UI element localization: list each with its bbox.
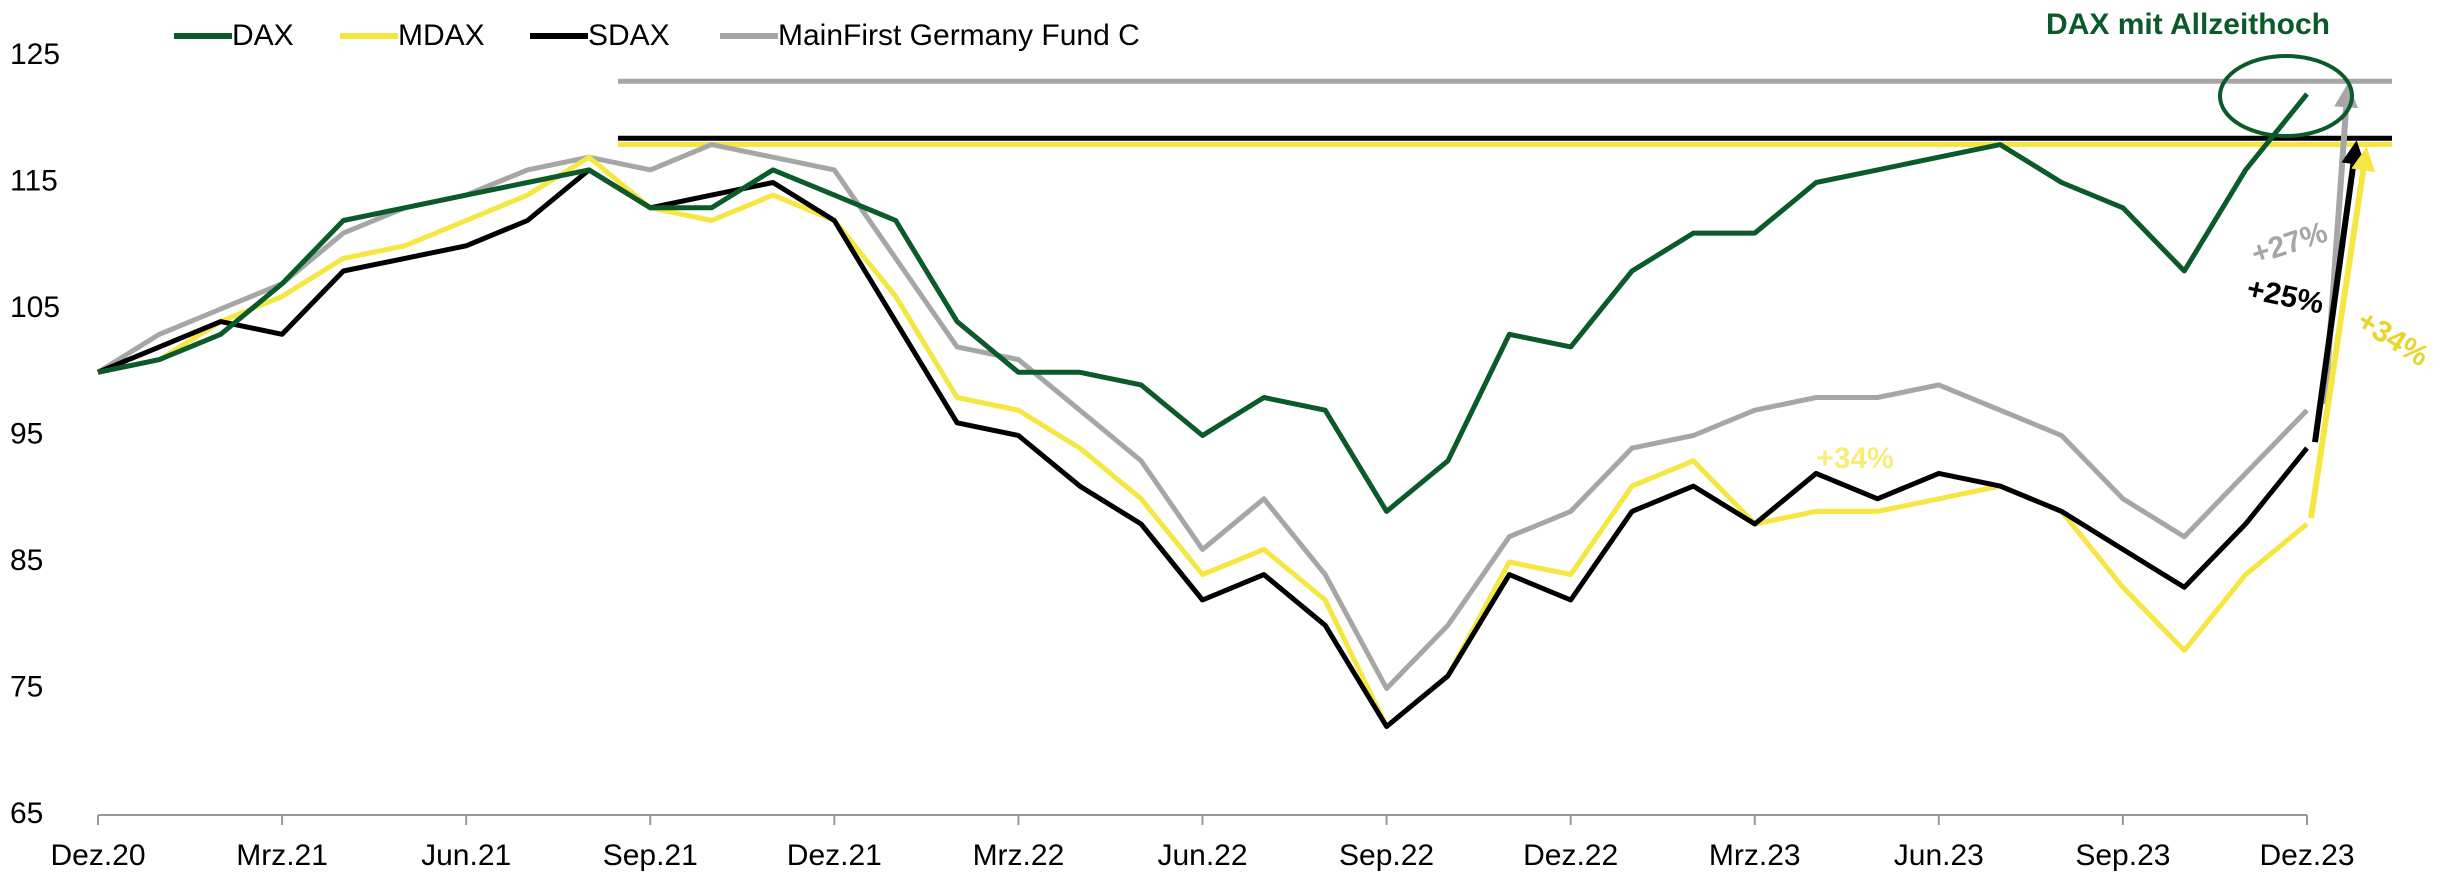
legend-label: SDAX <box>588 19 670 52</box>
x-tick-label: Mrz.23 <box>1709 839 1801 872</box>
y-tick-label: 115 <box>10 164 58 197</box>
x-tick-label: Sep.23 <box>2075 839 2170 872</box>
annotation: +34% <box>1816 442 1894 475</box>
series-line <box>97 167 2309 729</box>
x-tick-label: Dez.22 <box>1523 839 1618 872</box>
y-tick-label: 75 <box>10 670 43 703</box>
legend-label: DAX <box>232 19 294 52</box>
legend-label: MDAX <box>398 19 485 52</box>
series-line <box>97 154 2309 729</box>
annotation: +34% <box>2351 304 2434 373</box>
gain-arrow <box>2312 140 2366 443</box>
x-tick-label: Sep.22 <box>1339 839 1434 872</box>
x-tick-label: Dez.21 <box>787 839 882 872</box>
x-tick-label: Sep.21 <box>603 839 698 872</box>
annotation: DAX mit Allzeithoch <box>2046 8 2330 41</box>
x-tick-label: Mrz.21 <box>236 839 328 872</box>
x-tick-label: Dez.20 <box>50 839 145 872</box>
annotation: +27% <box>2248 216 2332 271</box>
y-tick-label: 65 <box>10 797 43 830</box>
y-tick-label: 85 <box>10 544 43 577</box>
x-tick-label: Mrz.22 <box>973 839 1065 872</box>
x-tick-label: Jun.21 <box>421 839 511 872</box>
x-tick-label: Jun.23 <box>1894 839 1984 872</box>
series-line <box>96 142 2309 691</box>
y-tick-label: 95 <box>10 417 43 450</box>
x-tick-label: Jun.22 <box>1157 839 1247 872</box>
y-tick-label: 125 <box>10 38 60 71</box>
series-line <box>97 92 2309 514</box>
gain-arrow <box>2308 146 2376 519</box>
legend-label: MainFirst Germany Fund C <box>778 19 1140 52</box>
y-tick-label: 105 <box>10 291 60 324</box>
annotation: +25% <box>2244 272 2327 320</box>
x-tick-label: Dez.23 <box>2259 839 2354 872</box>
highlight-ellipse <box>2218 54 2354 138</box>
